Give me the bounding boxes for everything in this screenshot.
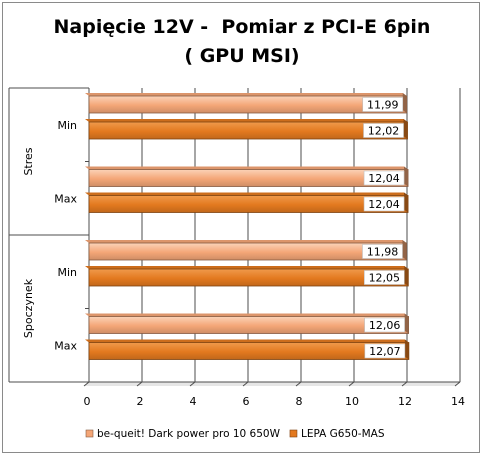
gridline-depth — [295, 381, 302, 387]
x-tick-label: 0 — [84, 395, 91, 408]
value-label: 12,05 — [369, 272, 401, 285]
value-label: 11,98 — [367, 246, 399, 259]
x-tick-label: 8 — [296, 395, 303, 408]
bar-depth-top — [85, 313, 409, 317]
legend-label: LEPA G650-MAS — [301, 428, 385, 440]
bar-depth-side — [404, 266, 409, 286]
bar-depth-top — [85, 166, 409, 170]
bar-depth-top — [85, 192, 409, 196]
chart-title: Napięcie 12V - Pomiar z PCI-E 6pin ( GPU… — [0, 13, 484, 71]
gridline-depth — [189, 381, 196, 387]
x-tick-label: 12 — [398, 395, 412, 408]
bar — [88, 195, 409, 213]
value-label-box — [362, 244, 403, 259]
plot-floor — [84, 382, 460, 386]
gridline-depth — [83, 381, 90, 387]
bar-depth-side — [404, 313, 409, 334]
gridline-depth — [401, 381, 408, 387]
gridline-depth — [348, 381, 355, 387]
x-tick-label: 2 — [137, 395, 144, 408]
group-label: Stres — [22, 147, 35, 175]
bar-depth-side — [404, 339, 409, 360]
chart-frame — [2, 2, 480, 453]
bar-depth-side — [403, 119, 408, 139]
bar-depth-side — [404, 166, 409, 187]
value-label-box — [364, 343, 406, 359]
gridline-depth — [454, 381, 461, 387]
x-tick-label: 4 — [190, 395, 197, 408]
x-tick-label: 10 — [345, 395, 359, 408]
bar-depth-side — [402, 240, 407, 260]
bar-depth-side — [402, 93, 407, 113]
bar — [88, 95, 408, 114]
bar-depth-top — [85, 266, 409, 269]
bar — [88, 242, 407, 261]
x-tick-label: 6 — [243, 395, 250, 408]
value-label-box — [363, 170, 405, 186]
chart-title-line-1: Napięcie 12V - Pomiar z PCI-E 6pin — [53, 16, 431, 38]
value-label: 11,99 — [367, 99, 399, 112]
bar — [88, 342, 410, 360]
value-label: 12,07 — [369, 345, 401, 358]
bar-depth-top — [85, 119, 408, 122]
value-label-box — [363, 196, 405, 212]
bar — [88, 268, 409, 287]
value-label-box — [362, 97, 404, 112]
value-label: 12,06 — [369, 319, 401, 332]
bar-depth-top — [85, 93, 407, 96]
gridline-depth — [136, 381, 143, 387]
value-label-box — [364, 270, 405, 285]
bar — [88, 121, 408, 140]
bar-depth-top — [85, 240, 407, 243]
bar — [88, 169, 409, 187]
category-label: Max — [54, 192, 77, 205]
category-label: Max — [54, 339, 77, 352]
chart-title-line-2: ( GPU MSI) — [184, 45, 300, 67]
gridline-depth — [242, 381, 249, 387]
category-label: Min — [57, 266, 77, 279]
value-label-box — [364, 317, 405, 333]
group-label: Spoczynek — [22, 278, 35, 338]
bar — [88, 316, 409, 334]
legend-label: be-queit! Dark power pro 10 650W — [97, 428, 281, 440]
category-label: Min — [57, 119, 77, 132]
value-label-box — [363, 123, 404, 138]
legend-swatch — [289, 429, 298, 438]
x-tick-label: 14 — [451, 395, 465, 408]
bar-depth-side — [404, 192, 409, 213]
value-label: 12,04 — [368, 172, 400, 185]
value-label: 12,02 — [368, 125, 400, 138]
value-label: 12,04 — [368, 198, 400, 211]
bar-depth-top — [85, 339, 409, 343]
legend-swatch — [85, 429, 94, 438]
